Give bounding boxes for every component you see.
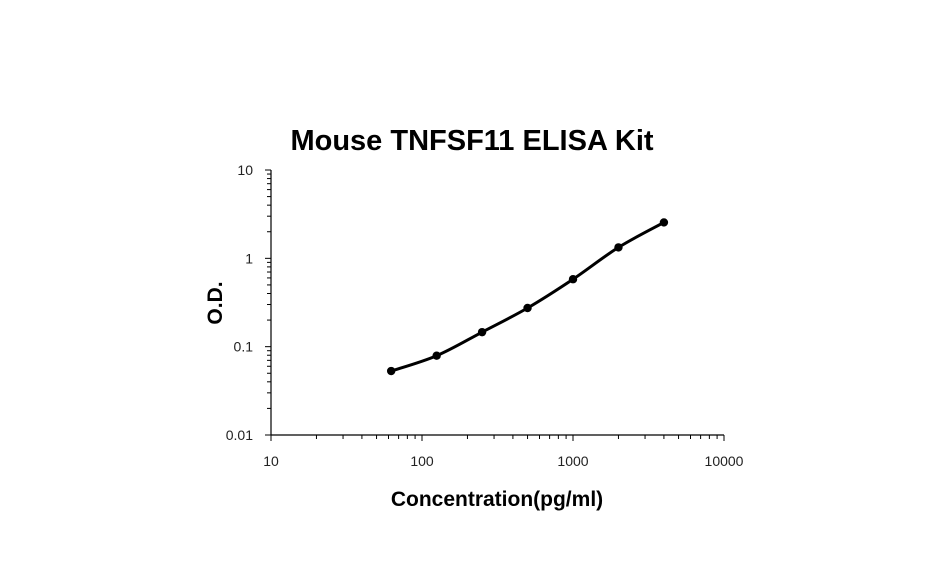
y-tick-label: 1 [245,250,253,266]
data-point [523,303,532,313]
x-tick-label: 10 [263,453,279,469]
data-point [477,327,487,337]
data-point [386,366,396,376]
axis-ticks [265,169,725,441]
data-point [614,243,623,252]
series-layer [386,218,669,376]
y-axis-label: O.D. [204,281,227,324]
axes [270,170,724,436]
x-tick-label: 1000 [557,453,588,469]
x-tick-label: 10000 [705,453,744,469]
y-tick-label: 10 [237,162,253,178]
y-tick-label: 0.1 [234,339,254,355]
y-tick-label: 0.01 [226,427,253,443]
standard-curve-line [389,220,666,373]
x-tick-label: 100 [410,453,434,469]
data-point [659,218,669,227]
x-axis-label: Concentration(pg/ml) [391,488,603,511]
axis-tick-labels: 10 100 1000 10000 0.01 0.1 1 10 [226,162,744,469]
data-point [568,275,578,284]
data-point [432,351,441,360]
chart-title: Mouse TNFSF11 ELISA Kit [290,125,653,157]
